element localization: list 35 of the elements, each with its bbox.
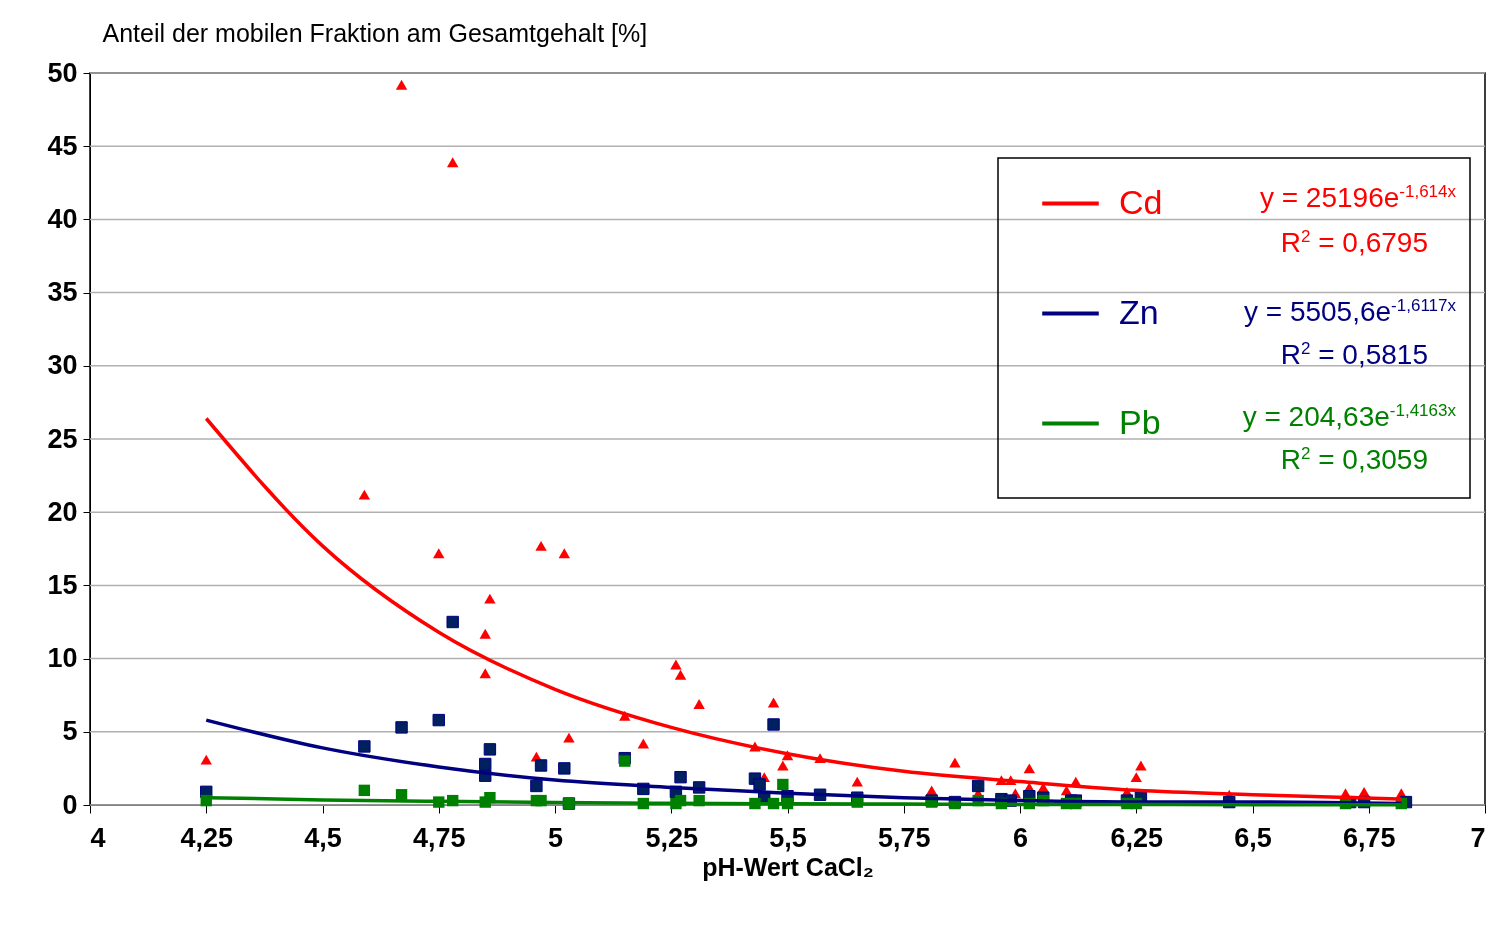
x-tick-label: 5,5 (769, 822, 807, 853)
x-tick-label: 6,75 (1342, 822, 1396, 853)
x-tick-label: 5,25 (645, 822, 699, 853)
x-axis-title: pH-Wert CaCl₂ (702, 852, 874, 881)
y-axis-title: Anteil der mobilen Fraktion am Gesamtgehalt [%] (102, 18, 648, 47)
annotation: y = 5505,6e$^{-1,6117x}$ (1243, 296, 1456, 328)
annotation: y = 25196e$^{-1,614x}$ (1259, 182, 1456, 214)
x-tick-label: 4,25 (180, 822, 234, 853)
annotation: R$^{2}$ = 0,5815 (1280, 339, 1428, 371)
annotation: R$^{2}$ = 0,3059 (1280, 444, 1428, 476)
y-tick-label: 40 (47, 203, 78, 234)
y-tick-label: 15 (47, 569, 78, 600)
x-tick-label: 4 (90, 822, 106, 853)
y-tick-label: 25 (47, 423, 78, 454)
y-tick-label: 0 (62, 789, 78, 820)
legend-label: Cd (1119, 182, 1163, 221)
x-tick-label: 4,5 (304, 822, 342, 853)
annotation: y = 204,63e$^{-1,4163x}$ (1242, 401, 1456, 433)
y-tick-label: 30 (47, 350, 78, 381)
x-tick-label: 5 (547, 822, 564, 853)
x-tick-label: 5,75 (877, 822, 931, 853)
x-tick-label: 7 (1470, 822, 1486, 853)
y-tick-label: 10 (47, 643, 78, 674)
x-tick-label: 6,25 (1110, 822, 1164, 853)
y-tick-label: 50 (47, 57, 78, 88)
annotation: R$^{2}$ = 0,6795 (1280, 227, 1428, 259)
y-tick-label: 5 (62, 716, 78, 747)
x-tick-label: 6 (1012, 822, 1029, 853)
y-tick-label: 45 (47, 130, 78, 161)
legend-label: Zn (1119, 292, 1159, 331)
y-tick-label: 20 (47, 496, 78, 527)
y-tick-label: 35 (47, 277, 78, 308)
x-tick-label: 4,75 (412, 822, 466, 853)
legend-label: Pb (1119, 402, 1161, 441)
x-tick-label: 6,5 (1234, 822, 1272, 853)
